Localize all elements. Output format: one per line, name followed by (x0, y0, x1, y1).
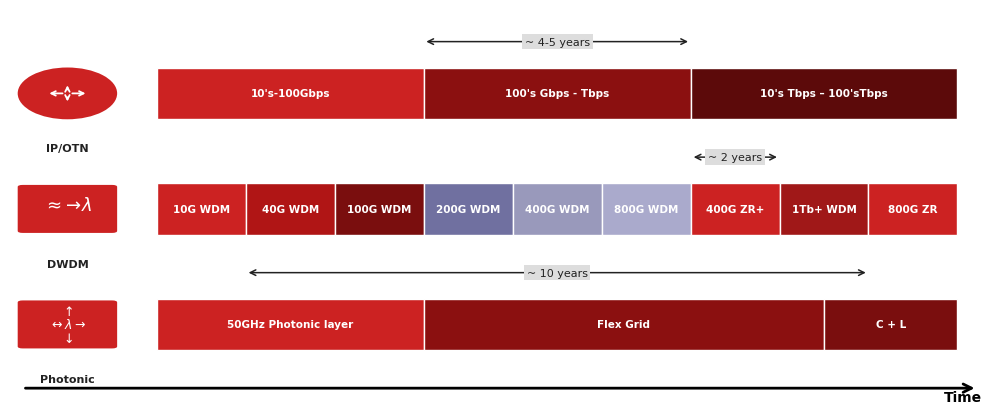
Text: 200G WDM: 200G WDM (436, 204, 500, 214)
FancyBboxPatch shape (424, 299, 824, 351)
Text: 100's Gbps - Tbps: 100's Gbps - Tbps (505, 89, 609, 99)
Text: 400G ZR+: 400G ZR+ (706, 204, 764, 214)
Text: DWDM: DWDM (47, 259, 88, 269)
Text: 400G WDM: 400G WDM (525, 204, 589, 214)
Text: C + L: C + L (876, 320, 906, 330)
Text: Flex Grid: Flex Grid (597, 320, 650, 330)
FancyBboxPatch shape (157, 299, 424, 351)
Text: $\leftrightarrow\lambda\rightarrow$: $\leftrightarrow\lambda\rightarrow$ (49, 318, 86, 332)
Ellipse shape (18, 68, 117, 120)
FancyBboxPatch shape (824, 299, 957, 351)
FancyBboxPatch shape (335, 184, 424, 235)
Text: 100G WDM: 100G WDM (347, 204, 411, 214)
Text: 50GHz Photonic layer: 50GHz Photonic layer (227, 320, 353, 330)
FancyBboxPatch shape (157, 184, 246, 235)
FancyBboxPatch shape (691, 68, 957, 120)
Text: 10G WDM: 10G WDM (173, 204, 230, 214)
Text: $\downarrow$: $\downarrow$ (61, 331, 74, 345)
FancyBboxPatch shape (868, 184, 957, 235)
FancyBboxPatch shape (18, 301, 117, 348)
FancyBboxPatch shape (424, 68, 691, 120)
Text: IP/OTN: IP/OTN (46, 144, 89, 154)
FancyBboxPatch shape (691, 184, 780, 235)
Text: Time: Time (944, 390, 982, 404)
Text: 10's Tbps – 100'sTbps: 10's Tbps – 100'sTbps (760, 89, 888, 99)
Text: $\uparrow$: $\uparrow$ (61, 304, 74, 318)
Text: ~ 10 years: ~ 10 years (527, 268, 588, 278)
FancyBboxPatch shape (157, 68, 424, 120)
Text: $\approx\!\rightarrow\!\lambda$: $\approx\!\rightarrow\!\lambda$ (43, 197, 92, 214)
Text: 800G WDM: 800G WDM (614, 204, 678, 214)
Text: 1Tb+ WDM: 1Tb+ WDM (792, 204, 856, 214)
Text: ~ 2 years: ~ 2 years (708, 153, 762, 163)
FancyBboxPatch shape (602, 184, 691, 235)
FancyBboxPatch shape (513, 184, 602, 235)
FancyBboxPatch shape (246, 184, 335, 235)
FancyBboxPatch shape (18, 185, 117, 234)
Text: 800G ZR: 800G ZR (888, 204, 938, 214)
FancyBboxPatch shape (780, 184, 868, 235)
Text: 40G WDM: 40G WDM (262, 204, 319, 214)
Text: 10's-100Gbps: 10's-100Gbps (251, 89, 330, 99)
Text: ~ 4-5 years: ~ 4-5 years (525, 38, 590, 47)
Text: Photonic: Photonic (40, 374, 95, 384)
FancyBboxPatch shape (424, 184, 513, 235)
